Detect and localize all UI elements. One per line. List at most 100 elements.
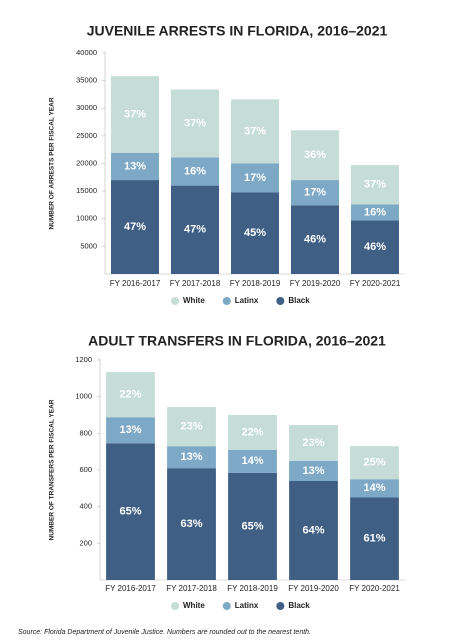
- y-tick-label: 20000: [76, 158, 97, 167]
- source: Source: Florida Department of Juvenile J…: [18, 629, 311, 636]
- segment-label: 13%: [119, 424, 141, 436]
- legend-label: White: [183, 296, 205, 305]
- x-tick-label: FY 2020-2021: [350, 279, 401, 288]
- y-tick-label: 200: [79, 538, 92, 547]
- y-tick-label: 800: [79, 428, 92, 437]
- segment-label: 13%: [124, 160, 146, 172]
- bar-segment: [106, 372, 155, 418]
- segment-label: 37%: [244, 125, 266, 137]
- segment-label: 17%: [304, 187, 326, 199]
- legend-label: White: [183, 601, 205, 610]
- bar-segment: [350, 497, 399, 580]
- segment-label: 47%: [184, 224, 206, 236]
- segment-label: 37%: [184, 117, 206, 129]
- segment-label: 47%: [124, 221, 146, 233]
- y-tick-label: 30000: [76, 103, 97, 112]
- y-axis-label: NUMBER OF TRANSFERS PER FISCAL YEAR: [49, 399, 56, 540]
- legend-label: Latinx: [235, 601, 259, 610]
- segment-label: 25%: [363, 457, 385, 469]
- bar-segment: [291, 180, 339, 206]
- y-tick-label: 400: [79, 502, 92, 511]
- y-tick-label: 1200: [75, 355, 92, 364]
- bar-segment: [171, 157, 219, 186]
- segment-label: 14%: [363, 482, 385, 494]
- x-tick-label: FY 2016-2017: [105, 584, 156, 593]
- bar-segment: [351, 220, 399, 274]
- segment-label: 14%: [241, 455, 263, 467]
- y-tick-label: 35000: [76, 76, 97, 85]
- x-tick-label: FY 2018-2019: [227, 584, 278, 593]
- bar-segment: [289, 425, 338, 461]
- segment-label: 22%: [119, 389, 141, 401]
- segment-label: 37%: [364, 179, 386, 191]
- bar-segment: [289, 481, 338, 580]
- legend-label: Black: [288, 601, 310, 610]
- segment-label: 13%: [302, 465, 324, 477]
- bar-segment: [167, 468, 216, 580]
- bar-segment: [350, 479, 399, 498]
- segment-label: 36%: [304, 149, 326, 161]
- bar-segment: [231, 163, 279, 193]
- legend-marker: [222, 297, 231, 305]
- segment-label: 23%: [180, 421, 202, 433]
- x-tick-label: FY 2018-2019: [230, 279, 281, 288]
- segment-label: 65%: [241, 520, 263, 532]
- y-axis-label: NUMBER OF ARRESTS PER FISCAL YEAR: [49, 97, 56, 229]
- legend-marker: [222, 602, 231, 610]
- bar-segment: [111, 153, 159, 181]
- y-tick-label: 40000: [76, 48, 97, 57]
- bar-segment: [111, 76, 159, 154]
- segment-label: 65%: [119, 506, 141, 518]
- segment-label: 23%: [302, 437, 324, 449]
- bar-segment: [351, 165, 399, 205]
- x-tick-label: FY 2020-2021: [349, 584, 400, 593]
- x-tick-label: FY 2017-2018: [170, 279, 221, 288]
- bar-segment: [171, 185, 219, 274]
- y-tick-label: 1000: [75, 392, 92, 401]
- segment-label: 46%: [304, 234, 326, 246]
- segment-label: 45%: [244, 227, 266, 239]
- segment-label: 16%: [184, 165, 206, 177]
- segment-label: 63%: [180, 518, 202, 530]
- legend-marker: [276, 297, 285, 305]
- y-tick-label: 25000: [76, 131, 97, 140]
- bar-segment: [106, 417, 155, 444]
- segment-label: 46%: [364, 241, 386, 253]
- bar-segment: [289, 460, 338, 481]
- x-tick-label: FY 2019-2020: [288, 584, 339, 593]
- segment-label: 13%: [180, 451, 202, 463]
- chart-title: ADULT TRANSFERS IN FLORIDA, 2016–2021: [88, 333, 386, 349]
- y-tick-label: 600: [79, 465, 92, 474]
- legend-label: Latinx: [235, 296, 259, 305]
- legend-marker: [276, 602, 285, 610]
- bar-segment: [167, 446, 216, 469]
- legend-marker: [171, 297, 179, 305]
- bar-segment: [291, 130, 339, 181]
- bar-segment: [231, 99, 279, 164]
- y-tick-label: 10000: [76, 214, 97, 223]
- chart-title: JUVENILE ARRESTS IN FLORIDA, 2016–2021: [87, 23, 388, 39]
- segment-label: 16%: [364, 206, 386, 218]
- legend-marker: [171, 602, 179, 610]
- y-tick-label: 15000: [76, 186, 97, 195]
- bar-segment: [231, 192, 279, 274]
- segment-label: 37%: [124, 109, 146, 121]
- segment-label: 61%: [363, 533, 385, 545]
- x-tick-label: FY 2019-2020: [290, 279, 341, 288]
- legend-label: Black: [288, 296, 310, 305]
- bar-segment: [228, 472, 277, 580]
- bar-segment: [111, 180, 159, 274]
- bar-segment: [228, 415, 277, 450]
- segment-label: 17%: [244, 172, 266, 184]
- bar-segment: [350, 446, 399, 480]
- bar-segment: [351, 204, 399, 221]
- bar-segment: [106, 443, 155, 580]
- x-tick-label: FY 2017-2018: [166, 584, 217, 593]
- segment-label: 22%: [241, 426, 263, 438]
- bar-segment: [291, 205, 339, 274]
- x-tick-label: FY 2016-2017: [110, 279, 161, 288]
- bar-segment: [171, 89, 219, 158]
- bar-segment: [167, 407, 216, 447]
- y-tick-label: 5000: [80, 241, 97, 250]
- bar-segment: [228, 449, 277, 473]
